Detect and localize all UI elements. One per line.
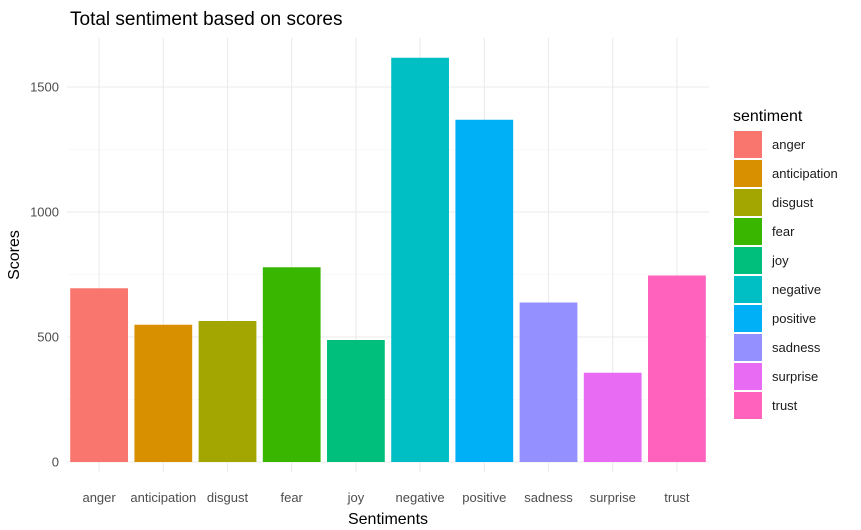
y-tick-label: 500: [37, 330, 59, 345]
legend-label-trust: trust: [772, 398, 798, 413]
legend-swatch-fear: [734, 218, 762, 245]
x-tick-label: anger: [82, 490, 116, 505]
legend: sentiment anger anticipation disgust fear jo…: [733, 108, 838, 419]
bar-joy: [327, 340, 385, 462]
x-tick-label: disgust: [207, 490, 249, 505]
y-tick-label: 1000: [30, 205, 59, 220]
bar-positive: [455, 119, 514, 462]
x-tick-label: negative: [396, 490, 445, 505]
x-tick-label: anticipation: [130, 490, 196, 505]
legend-swatch-sadness: [734, 334, 762, 361]
legend-swatch-joy: [734, 247, 762, 274]
bar-fear: [262, 267, 321, 462]
legend-label-fear: fear: [772, 224, 795, 239]
bar-sadness: [519, 302, 578, 462]
legend-swatch-anger: [734, 131, 762, 158]
legend-swatch-trust: [734, 392, 762, 419]
x-tick-label: joy: [347, 490, 365, 505]
bar-negative: [391, 57, 449, 462]
legend-label-anger: anger: [772, 137, 806, 152]
x-axis-ticks: anger anticipation disgust fear joy negative p…: [82, 490, 689, 505]
y-tick-label: 1500: [30, 80, 59, 95]
legend-label-sadness: sadness: [772, 340, 821, 355]
legend-label-negative: negative: [772, 282, 821, 297]
legend-swatch-disgust: [734, 189, 762, 216]
legend-label-disgust: disgust: [772, 195, 814, 210]
x-tick-label: positive: [462, 490, 506, 505]
legend-swatch-negative: [734, 276, 762, 303]
bar-surprise: [583, 372, 642, 462]
legend-label-positive: positive: [772, 311, 816, 326]
y-axis-ticks: 0 500 1000 1500: [30, 80, 59, 470]
y-tick-label: 0: [52, 455, 59, 470]
x-axis-title: Sentiments: [348, 511, 428, 528]
x-tick-label: fear: [280, 490, 303, 505]
legend-label-surprise: surprise: [772, 369, 818, 384]
legend-swatch-positive: [734, 305, 762, 332]
legend-label-anticipation: anticipation: [772, 166, 838, 181]
x-tick-label: sadness: [524, 490, 573, 505]
legend-swatch-anticipation: [734, 160, 762, 187]
legend-label-joy: joy: [771, 253, 789, 268]
y-axis-title: Scores: [6, 230, 23, 280]
chart-title: Total sentiment based on scores: [70, 9, 343, 30]
legend-swatch-surprise: [734, 363, 762, 390]
bars: [70, 57, 706, 462]
bar-anticipation: [134, 324, 193, 462]
bar-trust: [648, 275, 706, 462]
bar-anger: [70, 288, 128, 462]
x-tick-label: trust: [664, 490, 690, 505]
x-tick-label: surprise: [590, 490, 636, 505]
legend-title: sentiment: [733, 108, 803, 125]
legend-items: anger anticipation disgust fear joy negative p…: [734, 131, 838, 419]
bar-disgust: [198, 321, 257, 462]
